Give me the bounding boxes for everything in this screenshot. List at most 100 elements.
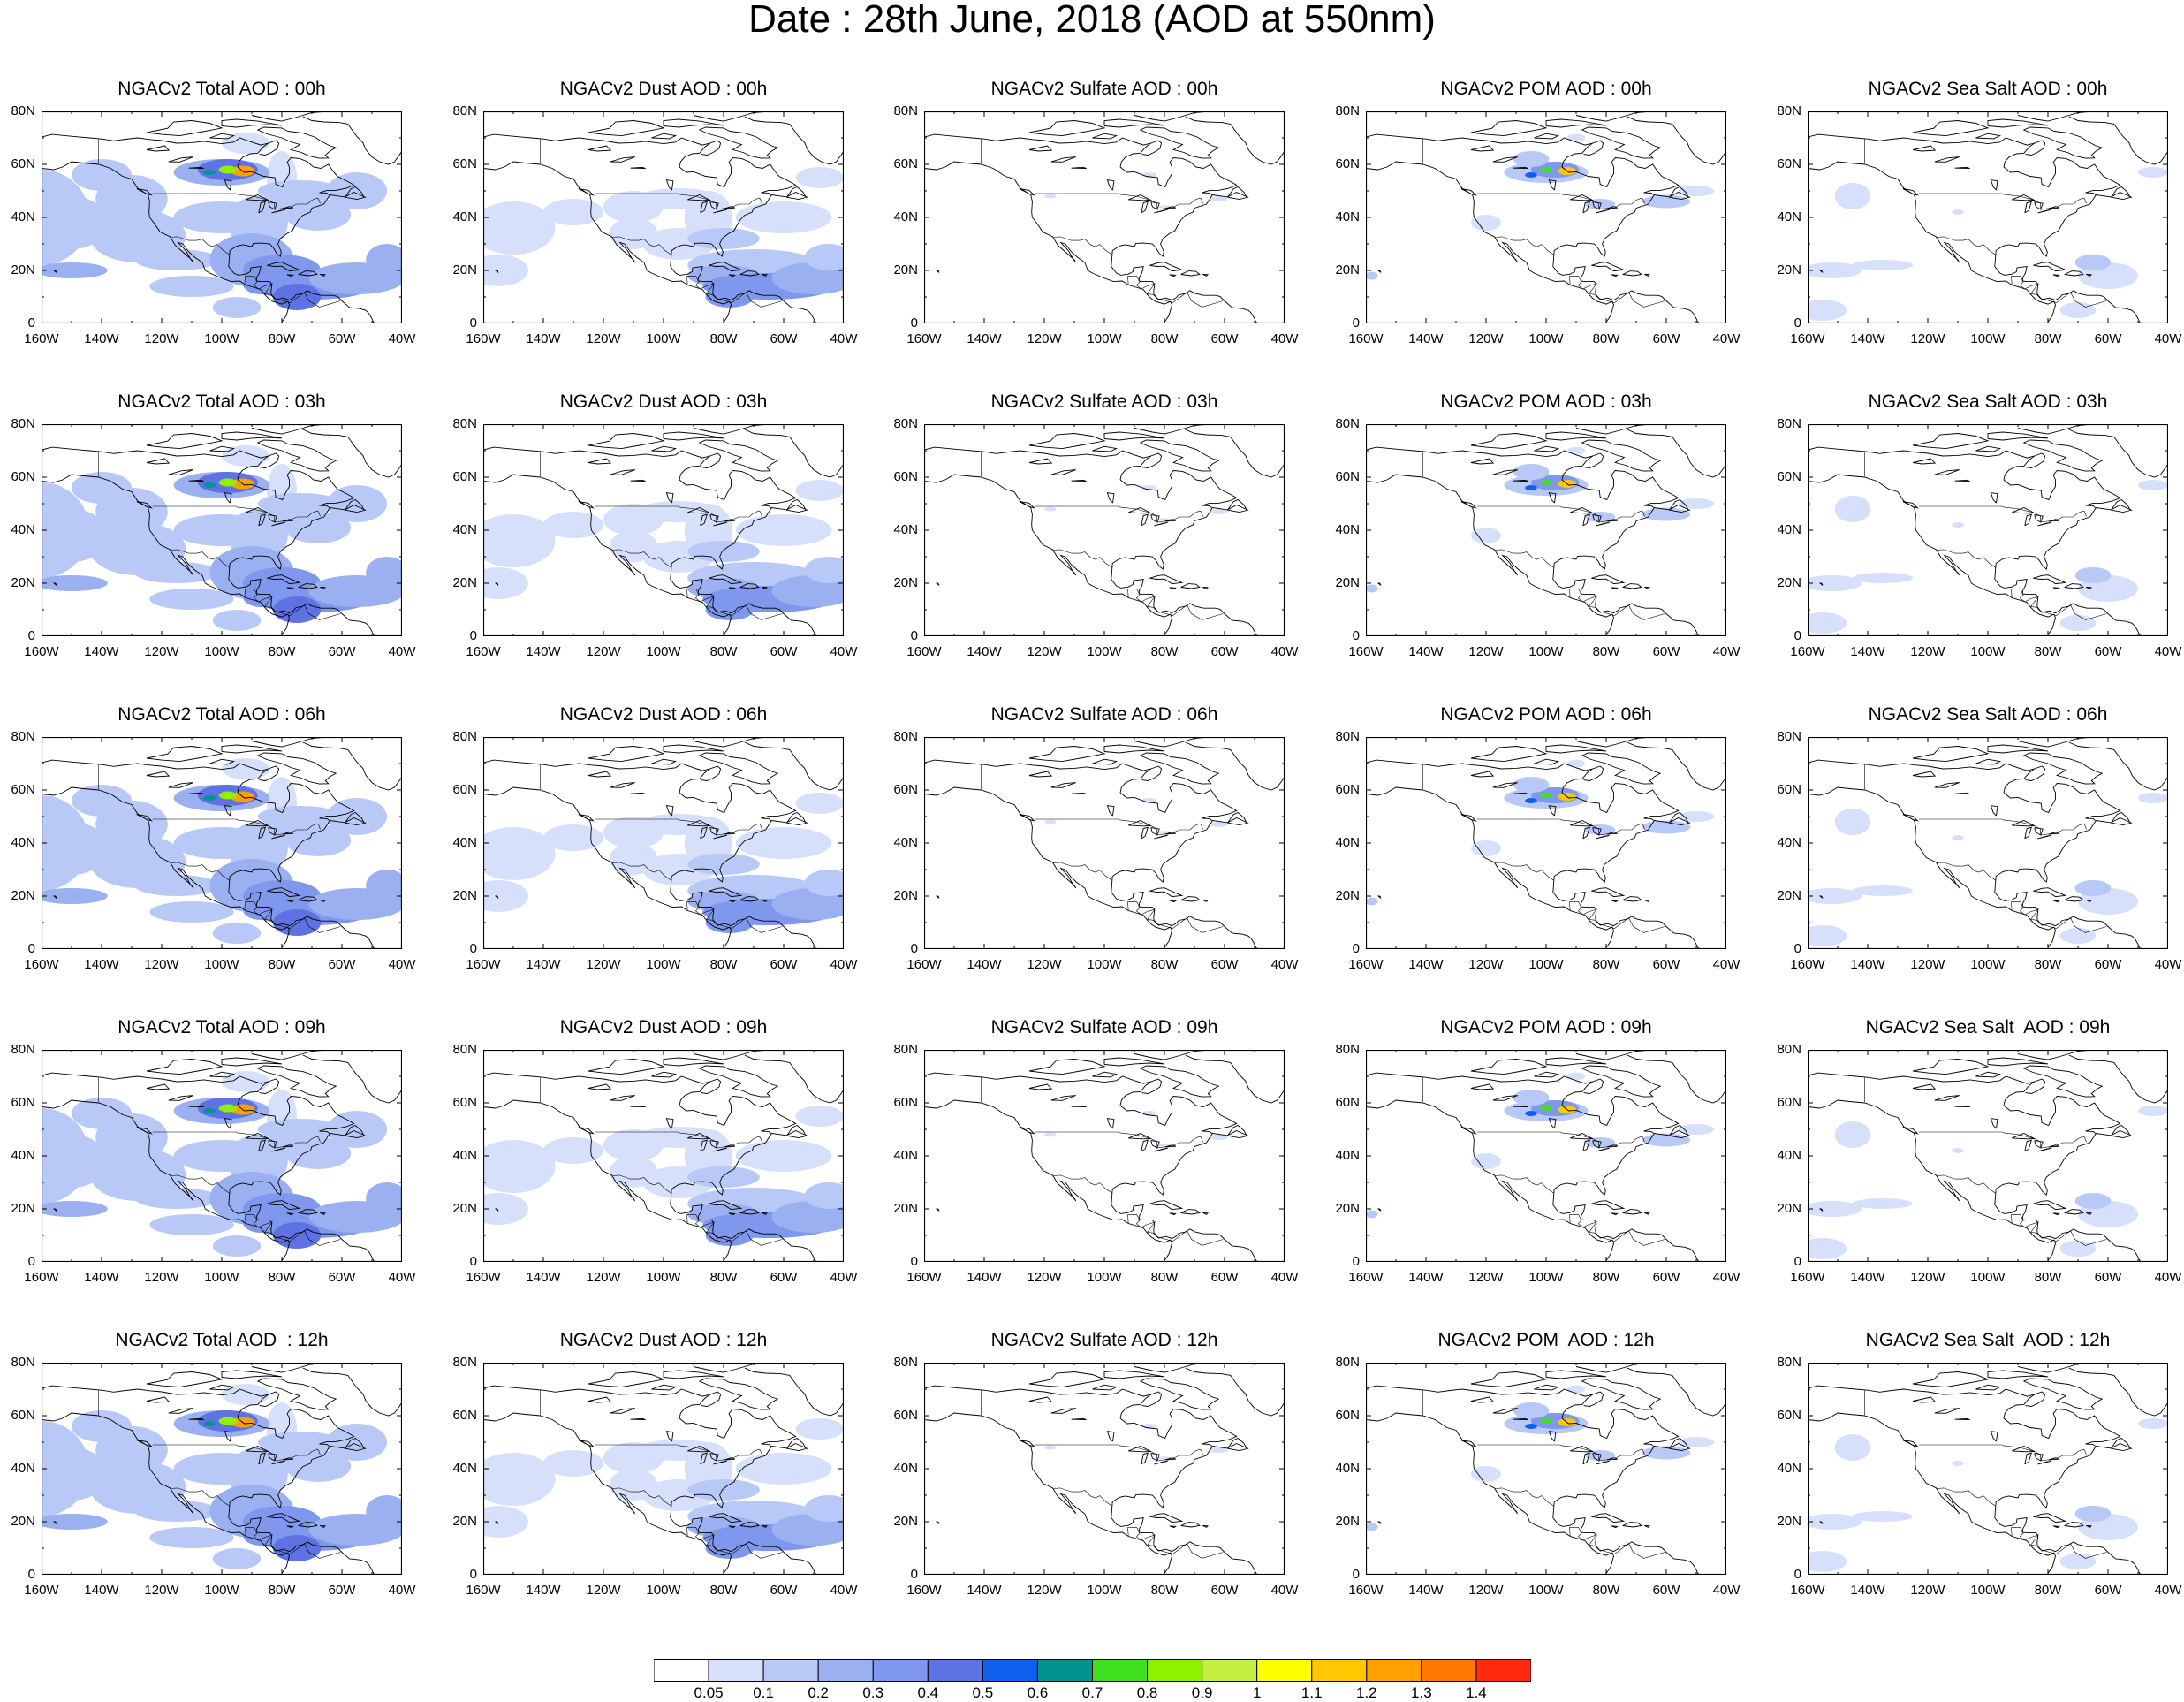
aod-region — [771, 262, 844, 294]
y-tick-label: 40N — [1777, 1461, 1801, 1476]
y-tick-label: 60N — [1335, 782, 1360, 797]
aod-region — [1678, 498, 1715, 509]
map-panel: NGACv2 POM AOD : 00h 0 20N 40N 60N 80N 160W 140… — [1324, 79, 1766, 388]
coastline — [762, 1212, 768, 1215]
coastline — [762, 1525, 768, 1528]
y-tick-label: 20N — [893, 1201, 918, 1216]
borders — [1422, 1390, 1665, 1559]
aod-region — [1834, 1434, 1871, 1461]
coastline — [739, 896, 760, 902]
coastline — [286, 1525, 294, 1529]
coastline — [1470, 1371, 1548, 1388]
coastline — [1180, 896, 1201, 902]
lake-outline — [1990, 179, 1998, 191]
lake-outline — [224, 492, 232, 504]
coastline — [1669, 811, 1689, 826]
y-tick-label: 60N — [452, 782, 477, 797]
aod-region — [483, 1140, 556, 1193]
aod-field — [1366, 1385, 1715, 1531]
lake-outline — [588, 458, 612, 465]
political-border — [594, 193, 762, 210]
coastline — [2003, 1096, 2121, 1134]
coastline — [320, 587, 326, 589]
axis-ticks — [924, 1050, 1285, 1262]
coastline — [136, 1127, 153, 1135]
coastline — [53, 1208, 57, 1212]
axis-ticks — [1808, 1363, 2168, 1575]
coastlines — [924, 1363, 1285, 1575]
x-tick-label: 60W — [770, 1583, 798, 1598]
aod-region — [366, 557, 402, 589]
political-border — [1035, 505, 1203, 523]
coastlines — [1366, 1363, 1726, 1575]
coastline — [698, 439, 779, 472]
political-border — [1035, 818, 1203, 836]
x-tick-label: 60W — [2094, 1583, 2122, 1598]
x-tick-label: 40W — [830, 644, 858, 659]
lake-outline — [1912, 1396, 1937, 1403]
lake-outline — [700, 201, 708, 214]
coastline — [1581, 1378, 1662, 1410]
lake-outline — [1492, 156, 1518, 163]
coastline — [483, 1385, 710, 1397]
panel-title: NGACv2 Sulfate AOD : 03h — [990, 391, 1218, 412]
aod-region — [272, 1535, 322, 1561]
x-tick-label: 60W — [2094, 1270, 2122, 1285]
lake-outline — [1513, 792, 1528, 794]
coastline — [1819, 895, 1824, 899]
lake-outline — [713, 834, 727, 840]
aod-region — [272, 596, 322, 623]
panel-title: NGACv2 Sulfate AOD : 00h — [990, 79, 1218, 99]
colorbar-swatch — [1256, 1659, 1313, 1682]
coastline — [1119, 470, 1238, 508]
lake-outline — [1106, 179, 1115, 191]
political-border — [170, 1174, 230, 1194]
lake-outline — [2037, 1460, 2051, 1465]
coastline — [1627, 1363, 1726, 1417]
panel-title: NGACv2 Sea Salt AOD : 12h — [1865, 1330, 2111, 1350]
y-tick-label: 40N — [452, 1461, 477, 1476]
coastline — [1561, 1096, 1680, 1134]
lake-outline — [258, 1452, 266, 1465]
coastline — [663, 1057, 724, 1067]
borders — [540, 452, 783, 620]
aod-region — [1678, 1124, 1715, 1135]
panel-title: NGACv2 POM AOD : 12h — [1437, 1330, 1655, 1350]
aod-field — [483, 1418, 844, 1559]
y-tick-label: 40N — [1335, 835, 1360, 850]
coastline — [228, 505, 377, 636]
aod-region — [149, 1527, 234, 1548]
coastlines — [42, 424, 402, 636]
colorbar-label: 0.6 — [1027, 1684, 1049, 1701]
aod-region — [134, 1188, 219, 1209]
coastline — [739, 270, 760, 277]
coastline — [2064, 896, 2084, 902]
coastline — [651, 445, 678, 452]
aod-region — [212, 923, 262, 944]
aod-region — [42, 888, 108, 904]
lake-outline — [168, 156, 193, 163]
coastline — [651, 1384, 678, 1391]
aod-region — [1853, 1511, 1913, 1522]
x-tick-label: 160W — [466, 644, 501, 659]
coastline — [345, 186, 365, 201]
political-border — [611, 1487, 671, 1507]
map-panel: NGACv2 Total AOD : 00h 0 20N 40N 60N 80N 160W 1… — [0, 79, 442, 388]
coastline — [588, 433, 665, 450]
x-tick-label: 80W — [709, 957, 738, 972]
coastline — [320, 1212, 326, 1215]
coastline — [1470, 746, 1548, 763]
colorbar-label: 0.05 — [694, 1684, 724, 1701]
coastline — [2022, 126, 2104, 159]
coastline — [786, 1124, 807, 1139]
lake-outline — [271, 521, 285, 527]
coastline — [1149, 262, 1184, 272]
y-tick-label: 20N — [452, 575, 477, 590]
x-tick-label: 80W — [1592, 644, 1620, 659]
x-tick-label: 120W — [1468, 644, 1504, 659]
coastline — [744, 424, 844, 478]
coastline — [1561, 470, 1680, 508]
y-tick-label: 0 — [910, 628, 918, 643]
political-border — [1052, 236, 1112, 255]
borders — [540, 764, 783, 933]
